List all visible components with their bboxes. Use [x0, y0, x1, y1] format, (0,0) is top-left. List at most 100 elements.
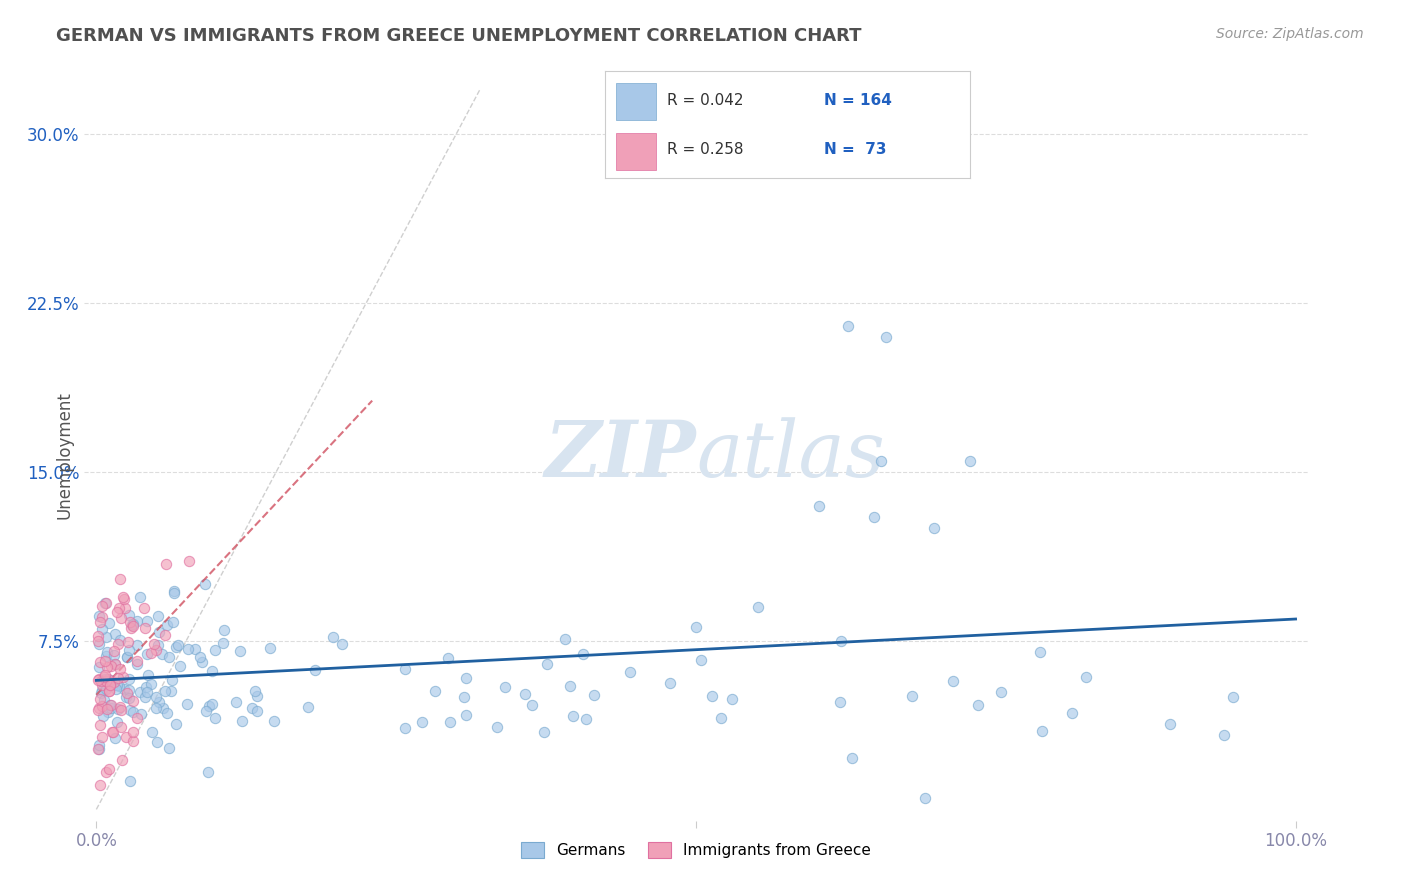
Point	[98, 698, 121, 712]
Point	[94, 668, 117, 682]
Point	[394, 662, 416, 676]
Text: Source: ZipAtlas.com: Source: ZipAtlas.com	[1216, 27, 1364, 41]
Point	[112, 682, 135, 697]
Point	[121, 617, 143, 632]
Point	[128, 590, 150, 604]
Point	[204, 642, 226, 657]
Point	[808, 499, 831, 513]
Point	[229, 644, 252, 658]
Point	[114, 600, 136, 615]
Point	[98, 678, 121, 692]
Point	[127, 711, 149, 725]
Point	[89, 701, 111, 715]
Point	[98, 673, 121, 687]
Point	[118, 615, 141, 630]
Point	[841, 751, 863, 765]
Point	[94, 682, 117, 697]
Point	[96, 645, 118, 659]
Point	[87, 742, 110, 756]
Point	[117, 635, 139, 649]
Point	[86, 633, 108, 648]
Point	[163, 583, 186, 598]
Point	[561, 708, 583, 723]
Point	[139, 646, 162, 660]
Point	[148, 624, 170, 639]
Point	[454, 708, 477, 723]
Point	[184, 641, 207, 656]
Point	[211, 636, 233, 650]
Point	[87, 738, 110, 752]
Point	[436, 651, 458, 665]
Point	[188, 650, 211, 665]
Point	[1028, 645, 1050, 659]
Point	[690, 653, 713, 667]
Point	[105, 678, 128, 692]
Point	[453, 690, 475, 704]
Point	[108, 662, 131, 676]
Point	[515, 687, 537, 701]
Point	[870, 453, 893, 467]
Point	[157, 650, 180, 665]
Point	[115, 686, 138, 700]
Point	[177, 554, 200, 568]
Point	[89, 692, 111, 706]
Point	[107, 637, 129, 651]
Point	[98, 678, 121, 692]
Point	[108, 700, 131, 714]
Point	[197, 698, 219, 713]
Point	[394, 721, 416, 735]
Point	[136, 668, 159, 682]
Point	[201, 697, 224, 711]
Point	[837, 318, 859, 333]
Point	[128, 685, 150, 699]
Point	[160, 673, 183, 687]
Point	[582, 688, 605, 702]
Point	[125, 638, 148, 652]
Point	[263, 714, 285, 728]
Point	[101, 724, 124, 739]
Point	[114, 730, 136, 744]
Point	[87, 629, 110, 643]
Point	[554, 632, 576, 646]
Point	[111, 753, 134, 767]
Point	[720, 692, 742, 706]
Point	[90, 623, 112, 637]
Point	[122, 693, 145, 707]
Point	[153, 628, 176, 642]
Point	[134, 621, 156, 635]
Point	[1222, 690, 1244, 704]
Point	[225, 695, 247, 709]
Point	[575, 712, 598, 726]
Point	[245, 689, 267, 703]
Point	[619, 665, 641, 679]
Point	[108, 572, 131, 586]
Point	[146, 609, 169, 624]
Legend: Germans, Immigrants from Greece: Germans, Immigrants from Greece	[515, 836, 877, 864]
Point	[322, 630, 344, 644]
Point	[104, 657, 127, 671]
Point	[1031, 723, 1053, 738]
Point	[112, 590, 135, 604]
Point	[101, 725, 124, 739]
Point	[122, 724, 145, 739]
Point	[439, 714, 461, 729]
Point	[245, 683, 267, 698]
Point	[155, 618, 177, 632]
Point	[115, 690, 138, 704]
Bar	[616, 83, 655, 120]
Point	[90, 683, 112, 698]
Point	[90, 673, 112, 688]
Point	[93, 693, 115, 707]
Point	[1074, 669, 1097, 683]
Point	[89, 718, 111, 732]
Point	[103, 644, 125, 658]
Point	[411, 715, 433, 730]
Point	[97, 684, 120, 698]
Point	[96, 701, 118, 715]
Point	[160, 684, 183, 698]
Text: N =  73: N = 73	[824, 142, 886, 157]
Point	[922, 521, 945, 535]
Point	[94, 654, 117, 668]
Point	[330, 637, 353, 651]
Point	[108, 633, 131, 648]
